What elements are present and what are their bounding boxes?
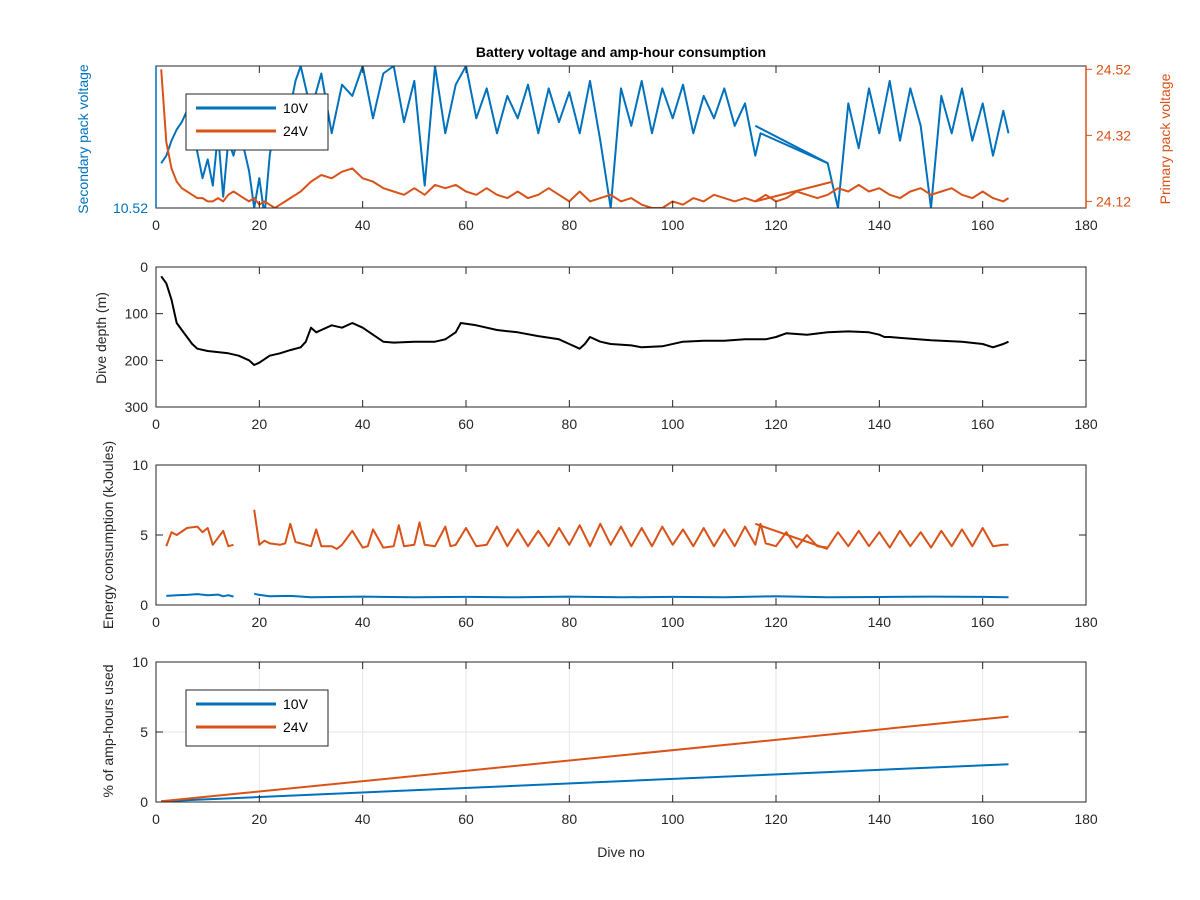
energy-line-10V-segment-2 [253,592,1009,599]
series-overlap-line-24V [755,180,834,203]
x-tick-label: 20 [252,416,268,432]
legend-label-10V: 10V [283,696,309,712]
legend-label-24V: 24V [283,123,309,139]
panel-2-background [156,267,1086,407]
x-tick-label: 100 [661,416,685,432]
x-tick-label: 80 [562,811,578,827]
x-tick-label: 180 [1074,217,1098,233]
y-axis-label-primary-pack-voltage: Primary pack voltage [1157,73,1173,204]
x-tick-label: 100 [661,614,685,630]
x-tick-label: 0 [152,416,160,432]
x-tick-label: 180 [1074,811,1098,827]
x-tick-label: 20 [252,614,268,630]
energy-line-24V-segment-2 [253,509,1009,550]
y-tick-label: 300 [125,399,149,415]
legend-label-24V: 24V [283,719,309,735]
legend-box [185,93,329,151]
y-tick-label-right: 24.12 [1096,193,1131,209]
y-axis-label-amp-hours-used: % of amp-hours used [100,664,116,797]
y-tick-label: 0 [140,259,148,275]
depth-line [160,275,1009,366]
chart-title: Battery voltage and amp-hour consumption [476,44,766,60]
amp-hours-line-10V [161,763,1009,802]
x-tick-label: 60 [458,416,474,432]
x-tick-label: 160 [971,416,995,432]
legend-box [185,689,329,747]
x-tick-label: 60 [458,217,474,233]
x-tick-label: 20 [252,217,268,233]
x-tick-label: 40 [355,217,371,233]
x-tick-label: 120 [764,416,788,432]
energy-line-10V-segment-1 [166,593,234,598]
x-axis-label-dive-no: Dive no [597,844,645,860]
x-tick-label: 40 [355,416,371,432]
panel-2-frame [155,266,1087,408]
y-axis-label-dive-depth: Dive depth (m) [93,292,109,384]
x-tick-label: 120 [764,811,788,827]
x-tick-label: 20 [252,811,268,827]
y-tick-label: 10 [132,654,148,670]
x-tick-label: 140 [868,614,892,630]
x-tick-label: 180 [1074,614,1098,630]
y-tick-label: 0 [140,597,148,613]
energy-line-24V-segment-3 [754,522,829,550]
energy-line-24V-segment-1 [165,525,234,548]
y-tick-label: 200 [125,352,149,368]
y-axis-label-energy-consumption: Energy consumption (kJoules) [100,441,116,629]
x-tick-label: 120 [764,614,788,630]
y-tick-label: 10 [132,457,148,473]
x-tick-label: 0 [152,811,160,827]
x-tick-label: 60 [458,811,474,827]
series-overlap-line-10V [754,124,829,165]
x-tick-label: 40 [355,811,371,827]
x-tick-label: 140 [868,416,892,432]
y-tick-label: 100 [125,306,149,322]
x-tick-label: 80 [562,614,578,630]
chart-panels: 0 20 40 60 80 100 120 140 160 18010.5224.5224.322… [113,61,1131,827]
series-line-24V [160,69,1010,208]
y-tick-label-right: 24.52 [1096,61,1131,77]
amp-hours-line-24V [161,715,1009,802]
x-tick-label: 80 [562,217,578,233]
x-tick-label: 100 [661,217,685,233]
x-tick-label: 160 [971,614,995,630]
x-tick-label: 100 [661,811,685,827]
x-tick-label: 0 [152,217,160,233]
y-tick-label: 5 [140,724,148,740]
x-tick-label: 80 [562,416,578,432]
x-tick-label: 180 [1074,416,1098,432]
x-tick-label: 0 [152,614,160,630]
y-tick-label: 5 [140,527,148,543]
x-tick-label: 140 [868,811,892,827]
x-tick-label: 120 [764,217,788,233]
x-tick-label: 160 [971,811,995,827]
y-tick-label: 0 [140,794,148,810]
x-tick-label: 140 [868,217,892,233]
x-tick-label: 160 [971,217,995,233]
x-tick-label: 60 [458,614,474,630]
panel-3-background [156,465,1086,605]
y-tick-label-left: 10.52 [113,200,148,216]
y-tick-label-right: 24.32 [1096,127,1131,143]
legend-label-10V: 10V [283,100,309,116]
x-tick-label: 40 [355,614,371,630]
y-axis-label-secondary-pack-voltage: Secondary pack voltage [75,64,91,214]
